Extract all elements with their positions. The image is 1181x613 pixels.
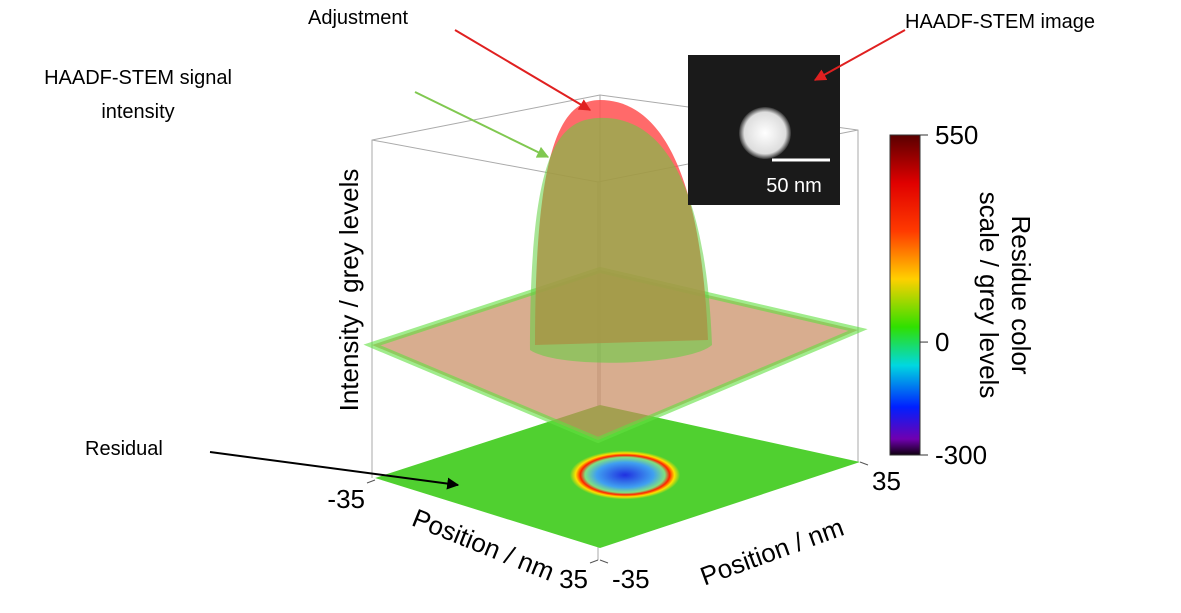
annotation: intensity — [101, 101, 174, 123]
annotation: HAADF-STEM signal — [44, 67, 232, 89]
x-tick-label: -35 — [327, 484, 365, 514]
figure: 50 nm Adjustment HAADF-STEM image HAADF-… — [0, 0, 1181, 608]
y-tick — [860, 462, 868, 465]
colorbar-tick-label: 550 — [935, 120, 978, 150]
x-tick — [590, 560, 598, 563]
annotation: Residual — [85, 438, 163, 460]
colorbar — [890, 135, 920, 455]
colorbar-tick-label: -300 — [935, 440, 987, 470]
z-axis-label: Intensity / grey levels — [334, 169, 364, 412]
colorbar-label: scale / grey levels — [974, 192, 1004, 399]
x-tick — [367, 480, 375, 483]
y-axis-label: Position / nm — [696, 512, 847, 592]
colorbar-tick-label: 0 — [935, 327, 949, 357]
residual-ring — [530, 433, 720, 517]
x-tick-label: 35 — [559, 564, 588, 594]
annotation: HAADF-STEM image — [905, 11, 1095, 33]
y-tick — [600, 560, 608, 563]
y-tick-label: -35 — [612, 564, 650, 594]
inset: 50 nm — [688, 55, 840, 205]
scale-bar-label: 50 nm — [766, 175, 822, 197]
annotation: Adjustment — [308, 7, 408, 29]
signal-surface — [530, 118, 712, 363]
colorbar-label: Residue color — [1006, 216, 1036, 375]
y-tick-label: 35 — [872, 466, 901, 496]
